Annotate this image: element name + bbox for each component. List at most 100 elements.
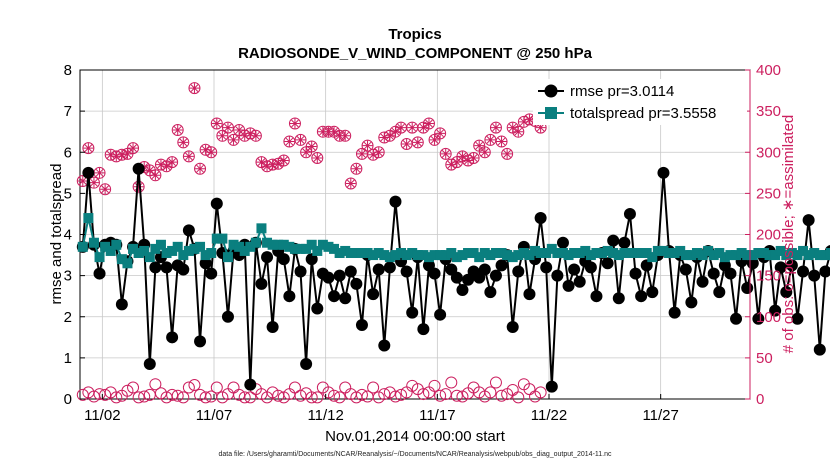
- totalspread-point: [206, 248, 217, 259]
- totalspread-point: [122, 258, 133, 269]
- totalspread-point: [200, 250, 211, 261]
- totalspread-point: [563, 250, 574, 261]
- totalspread-point: [407, 248, 418, 259]
- assimilated-obs-point: [429, 134, 440, 145]
- totalspread-point: [580, 245, 591, 256]
- totalspread-point: [278, 239, 289, 250]
- possible-obs-point: [210, 117, 223, 130]
- possible-obs-point: [389, 390, 402, 403]
- rmse-point: [82, 166, 95, 179]
- possible-obs-point: [288, 117, 301, 130]
- possible-obs-point: [344, 177, 357, 190]
- x-tick-label: 11/07: [196, 407, 232, 424]
- assimilated-obs-point: [301, 147, 312, 158]
- rmse-point: [93, 267, 106, 280]
- possible-obs-point: [456, 390, 469, 403]
- rmse-point: [640, 259, 653, 272]
- possible-obs-point: [355, 388, 368, 401]
- totalspread-point: [731, 250, 742, 261]
- totalspread-point: [105, 245, 116, 256]
- possible-obs-point: [244, 391, 257, 404]
- rmse-point: [785, 259, 798, 272]
- rmse-point: [294, 265, 307, 278]
- possible-obs-point: [495, 135, 508, 148]
- totalspread-point: [133, 248, 144, 259]
- x-tick-label: 11/22: [531, 407, 567, 424]
- y-tick-label-left: 1: [64, 350, 72, 367]
- assimilated-obs-point: [490, 122, 501, 133]
- totalspread-point: [446, 248, 457, 259]
- y-tick-label-right: 100: [756, 309, 781, 326]
- totalspread-point: [368, 250, 379, 261]
- rmse-point: [484, 286, 497, 299]
- totalspread-point: [178, 250, 189, 261]
- totalspread-point: [267, 239, 278, 250]
- y-tick-label-left: 7: [64, 103, 72, 120]
- rmse-point: [378, 339, 391, 352]
- rmse-point: [769, 304, 782, 317]
- rmse-point: [590, 290, 603, 303]
- assimilated-obs-point: [155, 159, 166, 170]
- possible-obs-point: [445, 376, 458, 389]
- totalspread-point: [418, 250, 429, 261]
- x-tick-label: 11/02: [84, 407, 120, 424]
- possible-obs-point: [406, 379, 419, 392]
- totalspread-point: [262, 237, 273, 248]
- totalspread-point: [412, 250, 423, 261]
- assimilated-obs-point: [379, 132, 390, 143]
- rmse-point: [132, 162, 145, 175]
- possible-obs-point: [221, 121, 234, 134]
- totalspread-point: [636, 248, 647, 259]
- assimilated-obs-point: [211, 118, 222, 129]
- rmse-point: [540, 261, 553, 274]
- totalspread-point: [569, 248, 580, 259]
- y-tick-label-left: 4: [64, 227, 72, 244]
- totalspread-point: [507, 252, 518, 263]
- rmse-point: [512, 265, 525, 278]
- rmse-point: [277, 253, 290, 266]
- y-tick-label-left: 8: [64, 62, 72, 79]
- totalspread-point: [591, 248, 602, 259]
- possible-obs-point: [512, 391, 525, 404]
- assimilated-obs-point: [295, 134, 306, 145]
- rmse-point: [741, 281, 754, 294]
- assimilated-obs-point: [122, 148, 133, 159]
- totalspread-point: [155, 239, 166, 250]
- assimilated-obs-point: [77, 176, 88, 187]
- totalspread-point: [284, 241, 295, 252]
- rmse-point: [339, 292, 352, 305]
- assimilated-obs-point: [222, 122, 233, 133]
- rmse-point: [523, 288, 536, 301]
- totalspread-point: [557, 248, 568, 259]
- totalspread-point: [256, 223, 267, 234]
- totalspread-point: [770, 250, 781, 261]
- assimilated-obs-point: [329, 126, 340, 137]
- possible-obs-point: [199, 391, 212, 404]
- assimilated-obs-point: [457, 151, 468, 162]
- totalspread-point: [451, 252, 462, 263]
- assimilated-obs-point: [340, 130, 351, 141]
- totalspread-point: [116, 254, 127, 265]
- rmse-point: [450, 271, 463, 284]
- totalspread-point: [384, 252, 395, 263]
- totalspread-point: [111, 239, 122, 250]
- rmse-point: [115, 298, 128, 311]
- totalspread-point: [379, 250, 390, 261]
- totalspread-point: [619, 248, 630, 259]
- assimilated-obs-point: [396, 122, 407, 133]
- assimilated-obs-point: [407, 122, 418, 133]
- possible-obs-point: [216, 391, 229, 404]
- rmse-point: [244, 378, 257, 391]
- totalspread-point: [373, 248, 384, 259]
- totalspread-point: [764, 250, 775, 261]
- totalspread-point: [485, 250, 496, 261]
- possible-obs-point: [372, 391, 385, 404]
- y-tick-label-left: 6: [64, 144, 72, 161]
- totalspread-point: [474, 252, 485, 263]
- rmse-point: [752, 312, 765, 325]
- x-tick-label: 11/12: [307, 407, 343, 424]
- totalspread-point: [217, 233, 228, 244]
- assimilated-obs-point: [312, 153, 323, 164]
- y-tick-label-right: 350: [756, 103, 781, 120]
